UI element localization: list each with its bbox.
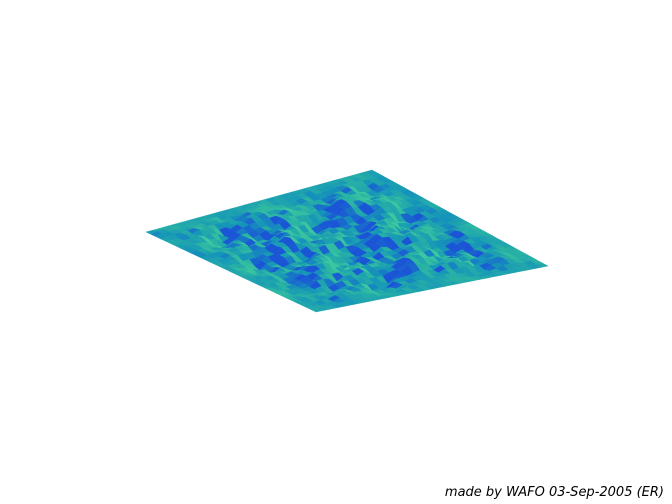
surface-facet <box>535 262 549 268</box>
sea-surface-3d-plot <box>145 169 549 313</box>
credit-label: made by WAFO 03-Sep-2005 (ER) <box>444 485 664 500</box>
